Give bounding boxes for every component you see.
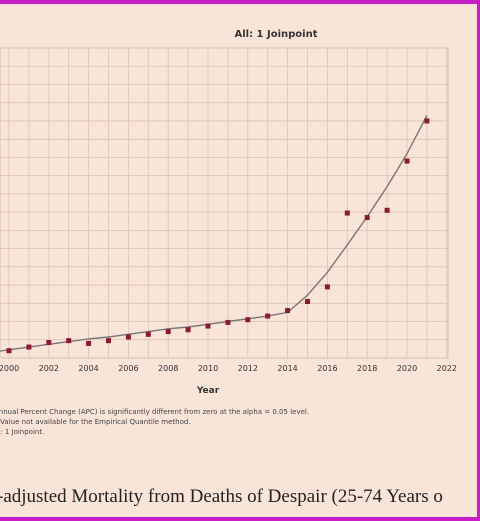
x-axis-label: Year xyxy=(196,386,220,396)
joinpoint-chart: 2000 2002 2004 2006 2008 2010 2012 2014 2016 2018… xyxy=(0,29,457,396)
figure-caption: -adjusted Mortality from Deaths of Despa… xyxy=(0,486,443,507)
note-model: el: 1 Joinpoint. xyxy=(0,428,45,436)
x-tick-label: 2016 xyxy=(317,364,337,373)
note-pvalue: P-Value not available for the Empirical … xyxy=(0,418,191,426)
frame-right-border xyxy=(477,0,480,521)
frame-top-border xyxy=(0,0,480,4)
data-point xyxy=(324,284,330,290)
data-point xyxy=(344,210,350,216)
x-tick-label: 2000 xyxy=(0,364,19,373)
data-point xyxy=(6,348,12,354)
data-point xyxy=(66,338,72,344)
fit-line xyxy=(0,115,428,352)
x-tick-label: 2020 xyxy=(397,364,417,373)
x-axis-ticks: 2000 2002 2004 2006 2008 2010 2012 2014 2016 2018… xyxy=(0,364,457,373)
data-point xyxy=(145,331,151,337)
data-point xyxy=(225,319,231,325)
data-point xyxy=(285,308,291,314)
frame-bottom-border xyxy=(0,517,480,521)
data-point xyxy=(424,118,430,124)
note-apc: Annual Percent Change (APC) is significa… xyxy=(0,408,310,416)
chart-title: All: 1 Joinpoint xyxy=(234,29,317,40)
x-tick-label: 2010 xyxy=(198,364,218,373)
x-tick-label: 2002 xyxy=(39,364,59,373)
x-tick-label: 2018 xyxy=(357,364,377,373)
data-point xyxy=(185,327,191,333)
data-points-layer xyxy=(6,118,430,354)
x-tick-label: 2014 xyxy=(277,364,297,373)
plot-area-border xyxy=(0,47,449,359)
data-point xyxy=(205,323,211,329)
data-point xyxy=(125,334,131,340)
data-point xyxy=(265,313,271,319)
data-point xyxy=(86,340,92,346)
data-point xyxy=(364,215,370,221)
data-point xyxy=(165,329,171,335)
chart-grid xyxy=(0,47,449,359)
x-tick-label: 2006 xyxy=(118,364,138,373)
x-tick-label: 2012 xyxy=(238,364,258,373)
x-tick-label: 2022 xyxy=(437,364,457,373)
data-point xyxy=(404,158,410,164)
data-point xyxy=(46,340,52,345)
data-point xyxy=(305,298,310,304)
x-tick-label: 2008 xyxy=(158,364,178,373)
x-tick-label: 2004 xyxy=(78,364,98,373)
chart-notes: Annual Percent Change (APC) is significa… xyxy=(0,407,464,437)
data-point xyxy=(384,207,390,213)
fit-line-layer xyxy=(0,115,428,352)
data-point xyxy=(26,344,32,350)
data-point xyxy=(106,338,111,344)
data-point xyxy=(245,317,251,323)
